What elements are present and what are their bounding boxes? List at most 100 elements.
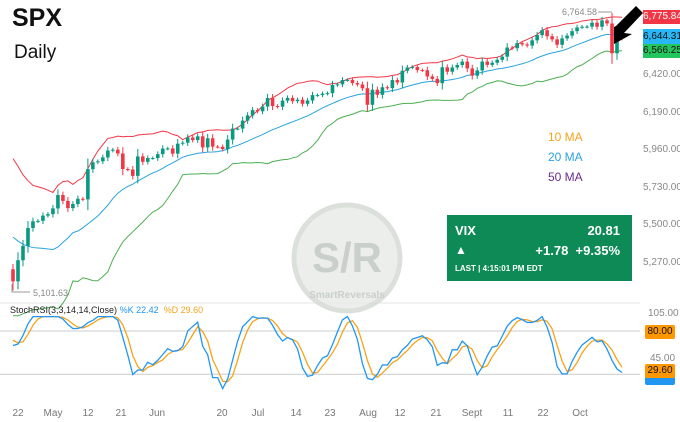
x-axis-label: 20 <box>216 408 228 419</box>
candle-body <box>465 61 470 69</box>
candle-body <box>96 161 100 163</box>
candle-body <box>575 27 579 32</box>
candle-body <box>16 260 20 282</box>
candle-body <box>56 195 60 209</box>
candle-body <box>480 61 485 71</box>
candle-body <box>400 70 405 83</box>
candle-body <box>590 22 594 27</box>
candle-body <box>86 169 90 200</box>
last-price-label: 6,644.31 <box>643 29 680 45</box>
candle-body <box>150 158 155 160</box>
candle-body <box>116 149 120 154</box>
candle-body <box>540 30 544 36</box>
candle-body <box>405 67 410 71</box>
vix-name: VIX <box>455 223 476 238</box>
candle-body <box>66 200 70 209</box>
candle-body <box>315 95 320 97</box>
price-axis-label: 5,960.00 <box>643 144 680 156</box>
candle-body <box>300 99 305 104</box>
upper-band-label: 6,775.84 <box>643 10 680 24</box>
candle-body <box>11 269 15 282</box>
candle-body <box>91 162 95 170</box>
candle-body <box>485 61 490 65</box>
stoch-d-label: 29.60 <box>645 364 675 378</box>
stoch-axis-45: 45.00 <box>650 353 676 364</box>
x-axis-label: 12 <box>82 408 94 419</box>
stoch-k-line <box>12 315 623 391</box>
symbol-title: SPX <box>12 4 63 32</box>
candle-body <box>145 158 150 162</box>
candle-body <box>31 221 35 229</box>
candle-body <box>425 70 430 77</box>
candle-body <box>76 198 80 205</box>
candle-body <box>160 148 165 155</box>
x-axis-label: 22 <box>12 408 24 419</box>
candle-body <box>450 67 455 72</box>
candle-body <box>535 35 539 41</box>
candle-body <box>435 78 440 84</box>
candle-body <box>131 169 135 176</box>
price-axis-label: 5,500.00 <box>643 219 680 231</box>
x-axis-label: Aug <box>359 408 377 419</box>
candle-body <box>185 137 190 143</box>
candle-body <box>530 40 534 46</box>
candle-body <box>111 149 115 151</box>
candle-body <box>355 83 360 85</box>
candle-body <box>260 106 265 112</box>
candle-body <box>360 84 365 89</box>
candle-body <box>565 35 569 39</box>
x-axis-label: 23 <box>324 408 336 419</box>
candle-body <box>585 26 589 28</box>
lower-band-line <box>12 50 623 317</box>
candle-body <box>580 26 584 28</box>
candle-body <box>225 139 230 150</box>
candle-body <box>420 70 425 72</box>
watermark-logo: S/R <box>312 234 382 281</box>
price-axis-label: 5,730.00 <box>643 181 680 193</box>
candle-body <box>560 38 564 45</box>
candle-body <box>375 89 380 95</box>
candle-body <box>370 89 375 105</box>
x-axis-label: 22 <box>537 408 549 419</box>
interval-label: Daily <box>14 42 57 63</box>
stoch-legend: StochRSI(3,3,14,14,Close) %K 22.42 %D 29… <box>10 305 204 315</box>
candle-body <box>430 76 435 79</box>
triangle-up-icon: ▲ <box>455 243 467 257</box>
candle-body <box>510 47 514 49</box>
candle-body <box>600 20 604 27</box>
candle-body <box>475 70 480 76</box>
candle-body <box>126 169 130 171</box>
x-axis-label: Jul <box>251 408 265 419</box>
candle-body <box>195 136 200 141</box>
vix-quote-card: VIX 20.81 ▲ +1.78 +9.35% LAST | 4:15:01 … <box>447 215 632 281</box>
candle-body <box>330 84 335 94</box>
legend-10ma: 10 MA <box>548 130 583 144</box>
x-axis-label: 21 <box>430 408 442 419</box>
candle-body <box>445 67 450 72</box>
candle-body <box>385 87 390 89</box>
candle-body <box>520 43 524 45</box>
candle-body <box>595 22 599 27</box>
candle-body <box>495 59 500 63</box>
stoch-k-label: 22.42 <box>645 376 675 385</box>
candle-body <box>470 68 475 76</box>
x-axis-label: Sept <box>461 408 483 419</box>
candle-body <box>380 87 385 95</box>
price-axis-label: 6,420.00 <box>643 69 680 80</box>
candle-body <box>490 62 495 65</box>
candle-body <box>545 30 549 37</box>
candle-body <box>230 128 235 140</box>
candle-body <box>61 195 65 201</box>
candle-body <box>395 80 400 83</box>
candle-body <box>101 157 105 162</box>
candle-body <box>135 156 140 176</box>
candle-body <box>555 39 559 45</box>
candle-body <box>170 148 175 154</box>
vix-price: 20.81 <box>587 223 620 238</box>
stoch-d-line <box>12 315 623 383</box>
candle-body <box>460 61 465 66</box>
candle-body <box>440 67 445 84</box>
candle-body <box>280 100 285 107</box>
candle-body <box>255 110 260 112</box>
